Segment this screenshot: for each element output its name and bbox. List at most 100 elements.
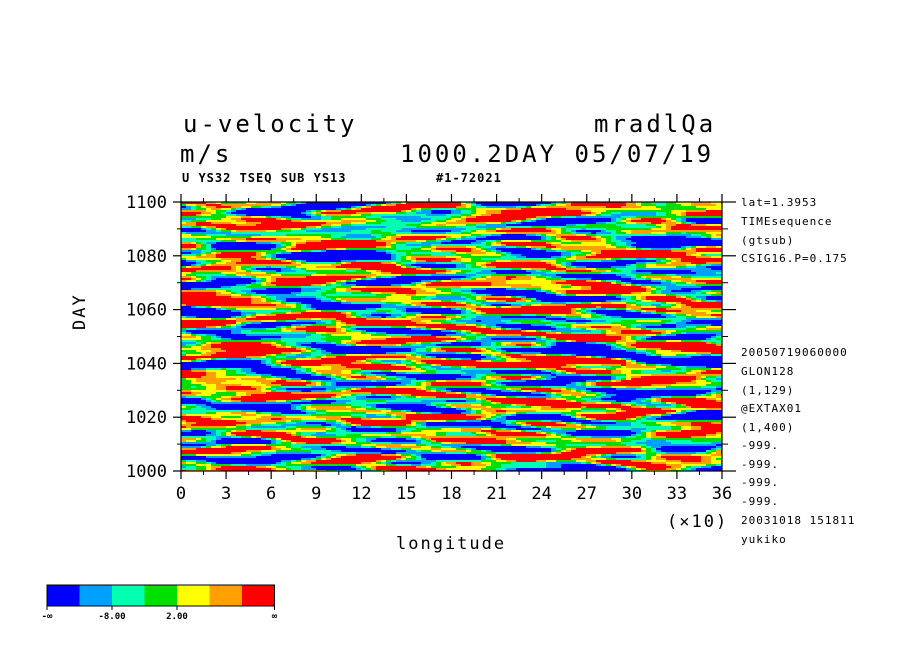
heatmap-cell (526, 240, 532, 243)
heatmap-cell (431, 214, 437, 217)
heatmap-cell (621, 222, 627, 225)
heatmap-cell (241, 228, 247, 231)
heatmap-cell (466, 254, 472, 257)
heatmap-cell (286, 224, 292, 227)
heatmap-cell (246, 284, 252, 287)
heatmap-cell (461, 260, 467, 263)
heatmap-cell (496, 274, 502, 277)
heatmap-cell (486, 284, 492, 287)
heatmap-cell (571, 290, 577, 293)
heatmap-cell (476, 248, 482, 251)
heatmap-cell (231, 266, 237, 269)
heatmap-cell (181, 234, 187, 237)
heatmap-cell (506, 212, 512, 215)
heatmap-cell (326, 252, 332, 255)
heatmap-cell (321, 236, 327, 239)
heatmap-cell (281, 236, 287, 239)
heatmap-cell (591, 208, 597, 211)
heatmap-cell (616, 270, 622, 273)
heatmap-cell (351, 288, 357, 291)
heatmap-cell (671, 212, 677, 215)
heatmap-cell (346, 210, 352, 213)
heatmap-cell (481, 208, 487, 211)
heatmap-cell (531, 274, 537, 277)
heatmap-cell (191, 290, 197, 293)
heatmap-cell (196, 248, 202, 251)
heatmap-cell (711, 232, 717, 235)
heatmap-cell (436, 254, 442, 257)
heatmap-cell (251, 230, 257, 233)
heatmap-cell (201, 208, 207, 211)
heatmap-cell (341, 282, 347, 285)
heatmap-cell (446, 292, 452, 295)
heatmap-cell (341, 288, 347, 291)
heatmap-cell (276, 238, 282, 241)
heatmap-cell (226, 216, 232, 219)
heatmap-cell (451, 252, 457, 255)
heatmap-cell (396, 248, 402, 251)
heatmap-cell (366, 208, 372, 211)
heatmap-cell (706, 252, 712, 255)
heatmap-cell (231, 230, 237, 233)
heatmap-cell (226, 250, 232, 253)
heatmap-cell (691, 236, 697, 239)
heatmap-cell (321, 216, 327, 219)
heatmap-cell (626, 246, 632, 249)
heatmap-cell (286, 202, 292, 205)
heatmap-cell (541, 226, 547, 229)
heatmap-cell (531, 258, 537, 261)
heatmap-cell (606, 222, 612, 225)
heatmap-cell (681, 228, 687, 231)
heatmap-cell (476, 250, 482, 253)
heatmap-cell (671, 264, 677, 267)
heatmap-cell (401, 286, 407, 289)
heatmap-cell (306, 256, 312, 259)
heatmap-cell (456, 202, 462, 205)
heatmap-cell (431, 228, 437, 231)
heatmap-cell (411, 266, 417, 269)
heatmap-cell (356, 286, 362, 289)
heatmap-cell (641, 258, 647, 261)
heatmap-cell (231, 290, 237, 293)
heatmap-cell (216, 284, 222, 287)
heatmap-cell (381, 234, 387, 237)
heatmap-cell (406, 256, 412, 259)
heatmap-cell (191, 228, 197, 231)
heatmap-cell (566, 246, 572, 249)
heatmap-cell (701, 218, 707, 221)
heatmap-cell (366, 230, 372, 233)
heatmap-cell (391, 286, 397, 289)
heatmap-cell (296, 226, 302, 229)
heatmap-cell (591, 202, 597, 205)
heatmap-cell (291, 230, 297, 233)
heatmap-cell (466, 248, 472, 251)
heatmap-cell (646, 228, 652, 231)
heatmap-cell (186, 282, 192, 285)
heatmap-cell (276, 244, 282, 247)
heatmap-cell (381, 232, 387, 235)
heatmap-cell (261, 210, 267, 213)
heatmap-cell (531, 238, 537, 241)
heatmap-cell (561, 254, 567, 257)
heatmap-cell (301, 232, 307, 235)
heatmap-cell (716, 242, 722, 245)
heatmap-cell (691, 232, 697, 235)
heatmap-cell (656, 202, 662, 205)
heatmap-cell (531, 262, 537, 265)
heatmap-cell (716, 270, 722, 273)
heatmap-cell (371, 288, 377, 291)
heatmap-cell (241, 206, 247, 209)
heatmap-cell (566, 268, 572, 271)
heatmap-cell (321, 252, 327, 255)
heatmap-cell (376, 290, 382, 293)
heatmap-cell (366, 244, 372, 247)
heatmap-cell (306, 224, 312, 227)
heatmap-cell (496, 218, 502, 221)
heatmap-cell (536, 202, 542, 205)
heatmap-cell (226, 264, 232, 267)
heatmap-cell (431, 234, 437, 237)
heatmap-cell (616, 262, 622, 265)
heatmap-cell (606, 274, 612, 277)
heatmap-cell (386, 230, 392, 233)
heatmap-cell (251, 244, 257, 247)
